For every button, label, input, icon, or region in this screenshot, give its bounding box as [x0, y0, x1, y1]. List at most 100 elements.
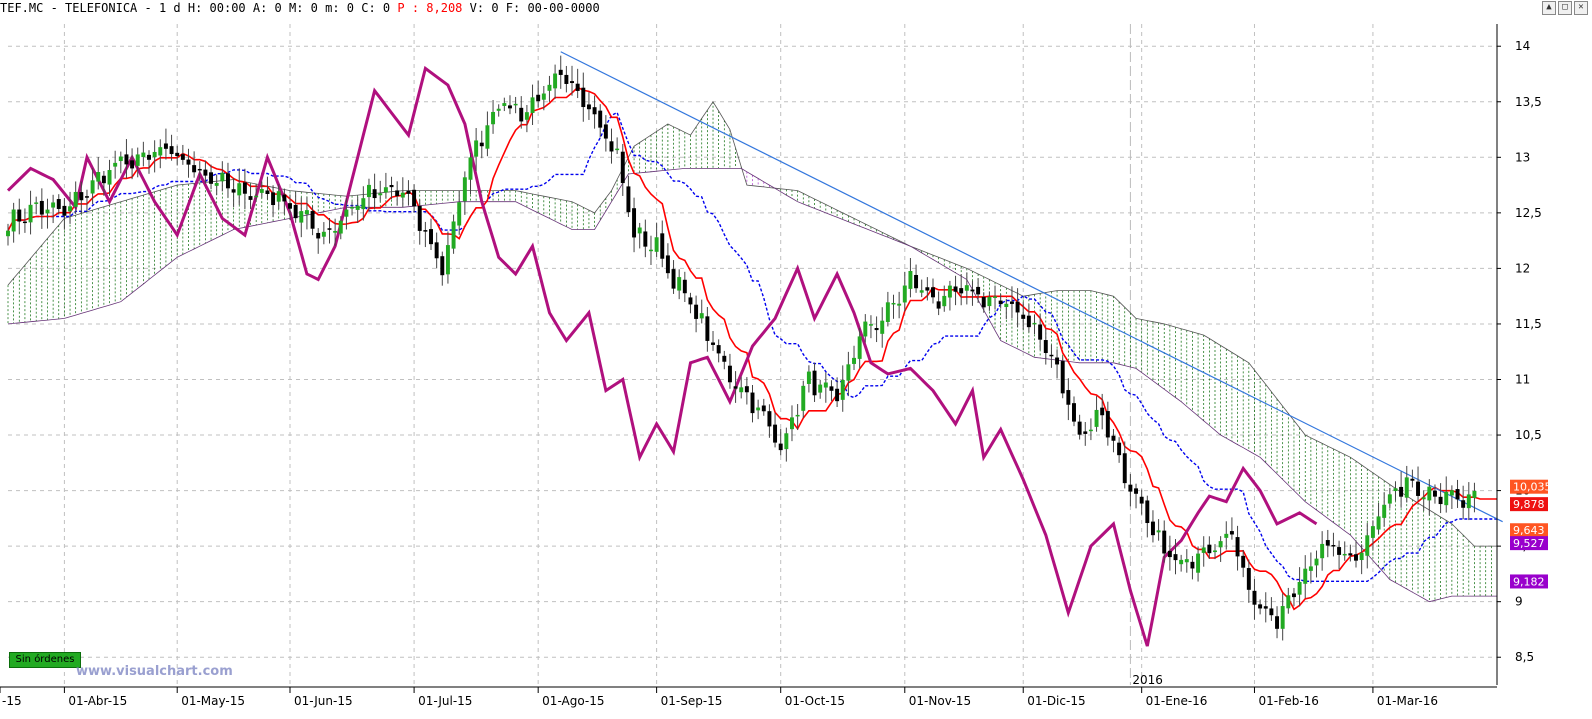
- price-readout: P : 8,208: [397, 1, 463, 15]
- candle-body: [1207, 544, 1212, 554]
- candle-body: [1393, 488, 1398, 492]
- candle-body: [1139, 496, 1144, 504]
- candle-body: [214, 182, 219, 186]
- candle-body: [705, 316, 710, 341]
- candle-body: [265, 190, 270, 195]
- candle-body: [1105, 411, 1110, 438]
- candle-body: [885, 302, 890, 322]
- candle-body: [423, 230, 428, 232]
- x-tick-label: 01-Mar-16: [1377, 694, 1438, 708]
- candle-body: [953, 286, 958, 292]
- candle-body: [451, 221, 456, 249]
- candle-body: [806, 371, 811, 384]
- candle-body: [485, 125, 490, 149]
- candle-body: [158, 147, 163, 156]
- candle-body: [1354, 554, 1358, 561]
- candle-body: [835, 388, 840, 402]
- candle-body: [175, 152, 180, 157]
- candle-body: [28, 204, 33, 223]
- candle-body: [502, 103, 507, 106]
- candle-body: [541, 93, 546, 100]
- candle-body: [271, 192, 276, 206]
- candle-body: [553, 73, 558, 89]
- candle-body: [857, 336, 862, 359]
- candle-body: [1320, 543, 1325, 559]
- orders-status-button[interactable]: Sin órdenes: [9, 652, 81, 668]
- candle-body: [1229, 531, 1234, 535]
- x-tick-label: 01-Ago-15: [542, 694, 604, 708]
- candle-body: [316, 232, 321, 239]
- candle-body: [445, 245, 450, 275]
- candle-body: [536, 94, 541, 102]
- candle-body: [1331, 545, 1336, 547]
- candle-body: [299, 211, 304, 223]
- candle-body: [350, 207, 355, 209]
- candle-body: [914, 274, 919, 289]
- candle-body: [637, 227, 642, 234]
- candle-body: [716, 345, 721, 354]
- candle-body: [378, 193, 383, 196]
- candle-body: [665, 255, 670, 274]
- candle-body: [575, 83, 580, 91]
- candle-body: [1370, 526, 1375, 538]
- candle-body: [192, 165, 197, 173]
- candle-body: [682, 279, 687, 294]
- candle-body: [1382, 504, 1387, 518]
- x-tick-label: 01-Nov-15: [909, 694, 971, 708]
- candle-body: [101, 175, 106, 184]
- candle-body: [11, 209, 16, 232]
- candle-body: [17, 209, 22, 222]
- candle-body: [530, 97, 535, 114]
- candle-body: [180, 154, 185, 160]
- candle-body: [942, 295, 947, 307]
- x-tick-label: 01-Dic-15: [1027, 694, 1085, 708]
- candle-body: [767, 411, 772, 427]
- candle-body: [987, 296, 992, 307]
- senkou-span-b: [7, 167, 1497, 603]
- candle-body: [96, 172, 101, 182]
- candle-body: [1308, 566, 1313, 571]
- candle-body: [671, 269, 676, 289]
- candle-body: [649, 249, 653, 252]
- candle-body: [84, 196, 89, 198]
- candle-body: [276, 191, 281, 202]
- candle-body: [333, 230, 338, 233]
- price-badge: [1510, 574, 1548, 589]
- close-icon[interactable]: ✕: [1574, 1, 1588, 15]
- candle-body: [1297, 581, 1302, 595]
- candle-body: [355, 205, 360, 210]
- candle-body: [1077, 421, 1082, 435]
- x-tick-label: 01-Feb-16: [1258, 694, 1318, 708]
- candle-body: [1263, 606, 1268, 609]
- candle-body: [936, 301, 941, 309]
- candle-body: [152, 151, 157, 158]
- candle-body: [1201, 547, 1206, 553]
- candle-body: [254, 195, 259, 198]
- maximize-icon[interactable]: □: [1558, 1, 1572, 15]
- candle-body: [586, 104, 591, 110]
- candle-body: [654, 237, 659, 252]
- candle-body: [1449, 490, 1454, 496]
- candle-body: [1021, 314, 1026, 319]
- candle-body: [1072, 403, 1076, 422]
- y-tick-label: 10,5: [1515, 428, 1542, 442]
- candle-body: [310, 211, 315, 229]
- candle-body: [479, 142, 484, 147]
- y-tick-label: 11,5: [1515, 317, 1542, 331]
- candle-body: [823, 382, 828, 388]
- candle-body: [434, 242, 439, 259]
- price-badge-label: 9,643: [1513, 524, 1545, 537]
- candle-body: [400, 192, 405, 198]
- y-tick-label: 13: [1515, 150, 1530, 164]
- grid-lines: [8, 24, 1497, 685]
- ichimoku-candlestick-chart[interactable]: 8,599,51010,51111,51212,51313,514-1501-A…: [0, 16, 1592, 719]
- x-tick-label: 01-Jul-15: [418, 694, 472, 708]
- candle-body: [558, 69, 563, 75]
- scroll-up-icon[interactable]: ▲: [1542, 1, 1556, 15]
- candle-body: [897, 303, 902, 306]
- candle-body: [1444, 491, 1449, 506]
- candle-body: [73, 191, 78, 207]
- candle-body: [496, 108, 501, 111]
- y-tick-label: 12: [1515, 261, 1530, 275]
- candle-body: [62, 205, 67, 216]
